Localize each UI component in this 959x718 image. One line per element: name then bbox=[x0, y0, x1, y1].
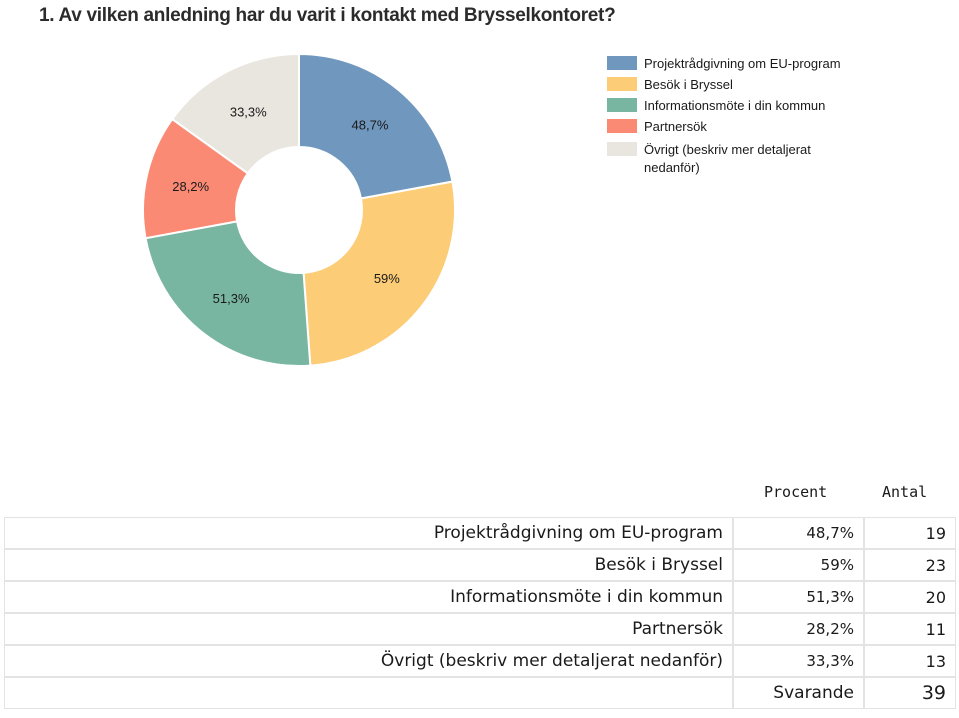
slice-value-label: 48,7% bbox=[352, 118, 389, 133]
row-label: Projektrådgivning om EU-program bbox=[4, 517, 733, 549]
total-blank-cell bbox=[4, 677, 733, 709]
row-antal: 19 bbox=[864, 517, 956, 549]
total-label: Svarande bbox=[733, 677, 864, 709]
slice-value-label: 51,3% bbox=[213, 291, 250, 306]
slice-labels: 48,7% 59% 51,3% 28,2% 33,3% bbox=[172, 104, 400, 306]
donut-slice bbox=[298, 52, 454, 200]
row-label: Informationsmöte i din kommun bbox=[4, 581, 733, 613]
slice-value-label: 28,2% bbox=[172, 179, 209, 194]
legend-swatch bbox=[607, 142, 637, 156]
row-label: Partnersök bbox=[4, 613, 733, 645]
table-row: Besök i Bryssel 59% 23 bbox=[4, 549, 956, 581]
row-procent: 59% bbox=[733, 549, 864, 581]
donut-slices bbox=[142, 52, 456, 367]
donut-slice bbox=[142, 117, 250, 240]
row-label: Besök i Bryssel bbox=[4, 549, 733, 581]
header-procent: Procent bbox=[764, 483, 828, 501]
donut-chart: 48,7% 59% 51,3% 28,2% 33,3% Projektrådgivnin… bbox=[142, 52, 841, 367]
row-procent: 51,3% bbox=[733, 581, 864, 613]
total-value: 39 bbox=[864, 677, 956, 709]
slice-value-label: 59% bbox=[374, 271, 400, 286]
legend-label: Informationsmöte i din kommun bbox=[644, 98, 825, 113]
table-row: Informationsmöte i din kommun 51,3% 20 bbox=[4, 581, 956, 613]
chart-legend: Projektrådgivning om EU-program Besök i B… bbox=[607, 56, 841, 175]
row-procent: 28,2% bbox=[733, 613, 864, 645]
legend-label: Projektrådgivning om EU-program bbox=[644, 56, 841, 71]
slice-value-label: 33,3% bbox=[230, 104, 267, 119]
table-row: Projektrådgivning om EU-program 48,7% 19 bbox=[4, 517, 956, 549]
donut-slice bbox=[302, 180, 456, 367]
legend-label: Partnersök bbox=[644, 119, 707, 134]
legend-swatch bbox=[607, 56, 637, 70]
row-antal: 20 bbox=[864, 581, 956, 613]
table-row: Övrigt (beskriv mer detaljerat nedanför)… bbox=[4, 645, 956, 677]
row-procent: 33,3% bbox=[733, 645, 864, 677]
row-label: Övrigt (beskriv mer detaljerat nedanför) bbox=[4, 645, 733, 677]
row-antal: 11 bbox=[864, 613, 956, 645]
legend-swatch bbox=[607, 119, 637, 133]
donut-slice bbox=[170, 52, 300, 175]
question-title: 1. Av vilken anledning har du varit i ko… bbox=[39, 5, 616, 26]
header-antal: Antal bbox=[882, 483, 928, 501]
legend-swatch bbox=[607, 98, 637, 112]
row-procent: 48,7% bbox=[733, 517, 864, 549]
table-row: Partnersök 28,2% 11 bbox=[4, 613, 956, 645]
legend-label: Övrigt (beskriv mer detaljerat nedanför) bbox=[644, 142, 811, 175]
legend-swatch bbox=[607, 77, 637, 91]
row-antal: 13 bbox=[864, 645, 956, 677]
row-antal: 23 bbox=[864, 549, 956, 581]
results-table: Projektrådgivning om EU-program 48,7% 19… bbox=[4, 517, 956, 709]
legend-label: Besök i Bryssel bbox=[644, 77, 733, 92]
total-row: Svarande 39 bbox=[4, 677, 956, 709]
donut-slice bbox=[144, 220, 312, 367]
